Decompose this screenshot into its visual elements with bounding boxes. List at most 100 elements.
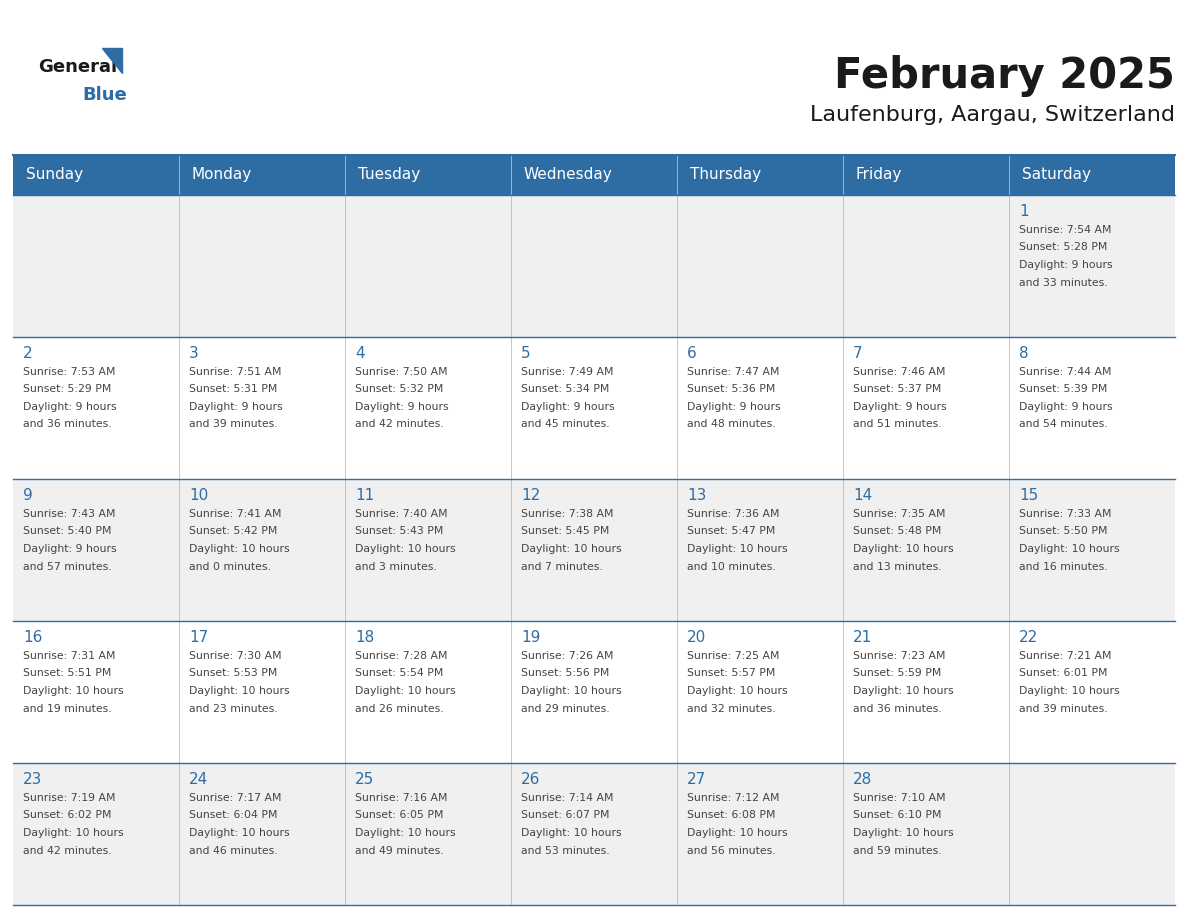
Text: and 10 minutes.: and 10 minutes. bbox=[687, 562, 776, 572]
Text: Sunset: 5:47 PM: Sunset: 5:47 PM bbox=[687, 527, 776, 536]
Text: Sunrise: 7:44 AM: Sunrise: 7:44 AM bbox=[1019, 367, 1112, 377]
Bar bbox=[13, 337, 1175, 479]
Text: Sunset: 5:34 PM: Sunset: 5:34 PM bbox=[522, 385, 609, 395]
Text: Sunset: 6:02 PM: Sunset: 6:02 PM bbox=[23, 811, 112, 821]
Text: 21: 21 bbox=[853, 630, 872, 645]
Text: Sunset: 5:57 PM: Sunset: 5:57 PM bbox=[687, 668, 776, 678]
Text: Tuesday: Tuesday bbox=[358, 167, 421, 183]
Text: Sunset: 5:54 PM: Sunset: 5:54 PM bbox=[355, 668, 443, 678]
Text: Sunset: 6:07 PM: Sunset: 6:07 PM bbox=[522, 811, 609, 821]
Text: 9: 9 bbox=[23, 488, 33, 503]
Text: Daylight: 10 hours: Daylight: 10 hours bbox=[23, 828, 124, 838]
Text: 19: 19 bbox=[522, 630, 541, 645]
Text: 12: 12 bbox=[522, 488, 541, 503]
Text: Daylight: 10 hours: Daylight: 10 hours bbox=[522, 544, 621, 554]
Text: Daylight: 9 hours: Daylight: 9 hours bbox=[1019, 402, 1113, 412]
Text: and 36 minutes.: and 36 minutes. bbox=[853, 703, 942, 713]
Text: and 46 minutes.: and 46 minutes. bbox=[189, 845, 278, 856]
Text: and 57 minutes.: and 57 minutes. bbox=[23, 562, 112, 572]
Text: February 2025: February 2025 bbox=[834, 55, 1175, 97]
Text: Sunset: 5:28 PM: Sunset: 5:28 PM bbox=[1019, 242, 1107, 252]
Text: 11: 11 bbox=[355, 488, 374, 503]
Bar bbox=[13, 479, 1175, 621]
Text: Sunrise: 7:25 AM: Sunrise: 7:25 AM bbox=[687, 651, 779, 661]
Text: and 49 minutes.: and 49 minutes. bbox=[355, 845, 443, 856]
Text: Saturday: Saturday bbox=[1022, 167, 1091, 183]
Text: 13: 13 bbox=[687, 488, 707, 503]
Text: Sunrise: 7:41 AM: Sunrise: 7:41 AM bbox=[189, 509, 282, 519]
Text: Daylight: 10 hours: Daylight: 10 hours bbox=[853, 828, 954, 838]
Text: and 23 minutes.: and 23 minutes. bbox=[189, 703, 278, 713]
Text: Sunrise: 7:28 AM: Sunrise: 7:28 AM bbox=[355, 651, 448, 661]
Text: Sunrise: 7:49 AM: Sunrise: 7:49 AM bbox=[522, 367, 613, 377]
Text: and 0 minutes.: and 0 minutes. bbox=[189, 562, 271, 572]
Text: and 54 minutes.: and 54 minutes. bbox=[1019, 420, 1107, 430]
Text: Sunset: 5:31 PM: Sunset: 5:31 PM bbox=[189, 385, 277, 395]
Text: Sunrise: 7:23 AM: Sunrise: 7:23 AM bbox=[853, 651, 946, 661]
Text: 14: 14 bbox=[853, 488, 872, 503]
Text: 17: 17 bbox=[189, 630, 208, 645]
Text: Daylight: 10 hours: Daylight: 10 hours bbox=[853, 686, 954, 696]
Text: Sunset: 5:39 PM: Sunset: 5:39 PM bbox=[1019, 385, 1107, 395]
Text: and 56 minutes.: and 56 minutes. bbox=[687, 845, 776, 856]
Text: Sunset: 6:10 PM: Sunset: 6:10 PM bbox=[853, 811, 942, 821]
Text: Sunrise: 7:14 AM: Sunrise: 7:14 AM bbox=[522, 793, 613, 803]
Text: Sunset: 6:08 PM: Sunset: 6:08 PM bbox=[687, 811, 776, 821]
Text: and 16 minutes.: and 16 minutes. bbox=[1019, 562, 1107, 572]
Text: Sunset: 5:56 PM: Sunset: 5:56 PM bbox=[522, 668, 609, 678]
Text: 3: 3 bbox=[189, 346, 198, 361]
Text: 18: 18 bbox=[355, 630, 374, 645]
Text: and 36 minutes.: and 36 minutes. bbox=[23, 420, 112, 430]
Text: Sunset: 5:59 PM: Sunset: 5:59 PM bbox=[853, 668, 941, 678]
Text: and 13 minutes.: and 13 minutes. bbox=[853, 562, 942, 572]
Text: Sunset: 5:29 PM: Sunset: 5:29 PM bbox=[23, 385, 112, 395]
Text: 26: 26 bbox=[522, 772, 541, 787]
Text: Sunset: 5:40 PM: Sunset: 5:40 PM bbox=[23, 527, 112, 536]
Text: 22: 22 bbox=[1019, 630, 1038, 645]
Text: Sunrise: 7:54 AM: Sunrise: 7:54 AM bbox=[1019, 225, 1112, 235]
Bar bbox=[13, 195, 1175, 337]
Text: 27: 27 bbox=[687, 772, 706, 787]
Text: Sunrise: 7:21 AM: Sunrise: 7:21 AM bbox=[1019, 651, 1112, 661]
Text: and 33 minutes.: and 33 minutes. bbox=[1019, 277, 1107, 287]
Text: and 59 minutes.: and 59 minutes. bbox=[853, 845, 942, 856]
Text: Daylight: 10 hours: Daylight: 10 hours bbox=[522, 686, 621, 696]
Polygon shape bbox=[102, 48, 122, 73]
Text: Sunrise: 7:35 AM: Sunrise: 7:35 AM bbox=[853, 509, 946, 519]
Text: Sunrise: 7:26 AM: Sunrise: 7:26 AM bbox=[522, 651, 613, 661]
Text: and 39 minutes.: and 39 minutes. bbox=[1019, 703, 1107, 713]
Text: Daylight: 9 hours: Daylight: 9 hours bbox=[23, 402, 116, 412]
Bar bbox=[13, 155, 1175, 195]
Text: Daylight: 9 hours: Daylight: 9 hours bbox=[853, 402, 947, 412]
Text: Sunrise: 7:43 AM: Sunrise: 7:43 AM bbox=[23, 509, 115, 519]
Text: and 45 minutes.: and 45 minutes. bbox=[522, 420, 609, 430]
Text: Thursday: Thursday bbox=[690, 167, 762, 183]
Bar bbox=[13, 763, 1175, 905]
Text: 20: 20 bbox=[687, 630, 706, 645]
Text: 7: 7 bbox=[853, 346, 862, 361]
Text: 25: 25 bbox=[355, 772, 374, 787]
Text: Daylight: 9 hours: Daylight: 9 hours bbox=[355, 402, 449, 412]
Text: Daylight: 10 hours: Daylight: 10 hours bbox=[355, 686, 456, 696]
Text: and 32 minutes.: and 32 minutes. bbox=[687, 703, 776, 713]
Text: Daylight: 10 hours: Daylight: 10 hours bbox=[189, 828, 290, 838]
Text: and 42 minutes.: and 42 minutes. bbox=[23, 845, 112, 856]
Text: Sunrise: 7:12 AM: Sunrise: 7:12 AM bbox=[687, 793, 779, 803]
Text: Daylight: 10 hours: Daylight: 10 hours bbox=[687, 686, 788, 696]
Text: Sunset: 6:05 PM: Sunset: 6:05 PM bbox=[355, 811, 443, 821]
Text: and 3 minutes.: and 3 minutes. bbox=[355, 562, 437, 572]
Text: Daylight: 10 hours: Daylight: 10 hours bbox=[355, 828, 456, 838]
Text: and 42 minutes.: and 42 minutes. bbox=[355, 420, 443, 430]
Text: Sunset: 5:36 PM: Sunset: 5:36 PM bbox=[687, 385, 776, 395]
Text: 24: 24 bbox=[189, 772, 208, 787]
Text: and 26 minutes.: and 26 minutes. bbox=[355, 703, 443, 713]
Text: 4: 4 bbox=[355, 346, 365, 361]
Text: 6: 6 bbox=[687, 346, 696, 361]
Text: Daylight: 10 hours: Daylight: 10 hours bbox=[1019, 544, 1119, 554]
Text: 1: 1 bbox=[1019, 204, 1029, 219]
Text: Sunrise: 7:50 AM: Sunrise: 7:50 AM bbox=[355, 367, 448, 377]
Text: Sunset: 5:50 PM: Sunset: 5:50 PM bbox=[1019, 527, 1107, 536]
Text: Sunset: 5:48 PM: Sunset: 5:48 PM bbox=[853, 527, 941, 536]
Text: and 7 minutes.: and 7 minutes. bbox=[522, 562, 602, 572]
Text: General: General bbox=[38, 58, 118, 76]
